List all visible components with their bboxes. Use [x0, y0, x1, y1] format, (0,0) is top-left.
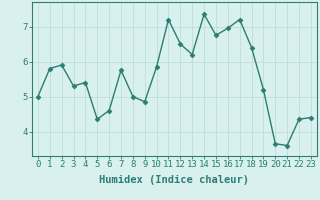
X-axis label: Humidex (Indice chaleur): Humidex (Indice chaleur) [100, 175, 249, 185]
